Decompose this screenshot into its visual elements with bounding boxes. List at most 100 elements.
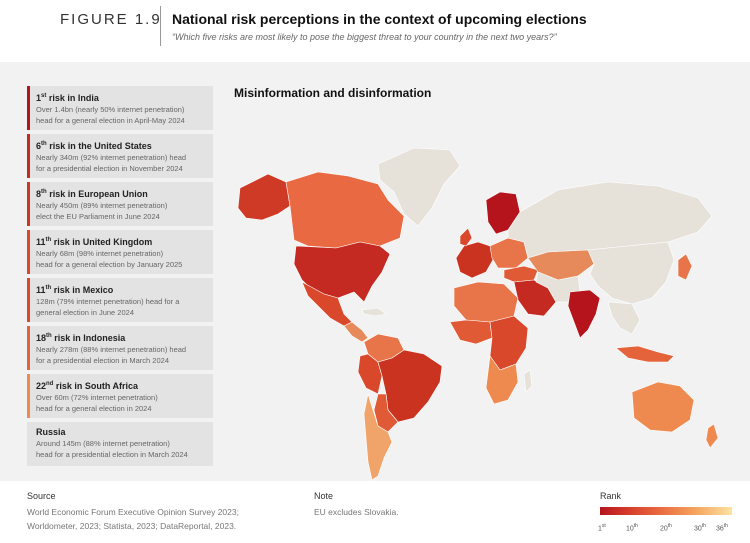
region-central-america <box>343 321 369 343</box>
risk-card-united-states: 6th risk in the United States Nearly 340… <box>27 134 213 178</box>
risk-desc-line: Over 60m (72% internet penetration) <box>36 393 158 402</box>
region-australia <box>631 381 695 433</box>
region-canada <box>285 171 405 249</box>
risk-prefix: risk in <box>46 93 78 103</box>
region-argentina <box>363 393 393 481</box>
region-north-africa <box>453 281 519 323</box>
risk-bar <box>27 182 30 226</box>
region-russia <box>507 181 713 259</box>
region-india <box>567 289 601 339</box>
region-alaska <box>237 173 291 221</box>
rank-color-scale <box>600 507 732 515</box>
region-west-africa <box>449 319 493 345</box>
figure-panel: 1st risk in India Over 1.4bn (nearly 50%… <box>0 62 750 543</box>
risk-country: South Africa <box>84 381 139 391</box>
figure-footer: Source World Economic Forum Executive Op… <box>0 481 750 543</box>
legend-tick: 1st <box>598 523 606 532</box>
risk-card-india: 1st risk in India Over 1.4bn (nearly 50%… <box>27 86 213 130</box>
note-heading: Note <box>314 491 334 501</box>
risk-country: Indonesia <box>83 333 126 343</box>
risk-country: India <box>77 93 99 103</box>
legend-tick-suffix: th <box>633 523 638 529</box>
region-greenland <box>377 147 461 227</box>
legend-tick: 36th <box>716 523 728 532</box>
risk-desc-line: for a presidential election in March 202… <box>36 356 169 365</box>
region-eastern-europe <box>489 237 529 269</box>
risk-title: 8th risk in European Union <box>36 187 207 200</box>
risk-prefix: risk in <box>51 285 83 295</box>
risk-desc-line: for a presidential election in November … <box>36 164 183 173</box>
risk-prefix: risk in <box>53 381 85 391</box>
risk-bar <box>27 86 30 130</box>
risk-title: 6th risk in the United States <box>36 139 207 152</box>
legend-tick-number: 20 <box>660 525 668 533</box>
legend-tick-suffix: th <box>701 523 706 529</box>
risk-rank: 1 <box>36 93 42 103</box>
legend-tick-suffix: th <box>667 523 672 529</box>
rank-suffix: nd <box>46 381 54 387</box>
risk-title: Russia <box>36 427 207 438</box>
region-caribbean <box>361 307 387 317</box>
risk-rank: 11 <box>36 285 46 295</box>
risk-country: Mexico <box>82 285 114 295</box>
figure-title: National risk perceptions in the context… <box>172 11 587 27</box>
risk-bar <box>27 422 30 466</box>
risk-rank: 8 <box>36 189 42 199</box>
source-line: Worldometer, 2023; Statista, 2023; DataR… <box>27 521 237 531</box>
risk-title: 11th risk in United Kingdom <box>36 235 207 248</box>
region-new-zealand <box>705 423 719 449</box>
risk-desc-line: head for a general election in 2024 <box>36 404 152 413</box>
region-turkey <box>503 265 539 283</box>
risk-desc-line: general election in June 2024 <box>36 308 134 317</box>
legend-tick: 20th <box>660 523 672 532</box>
risk-rank: 11 <box>36 237 46 247</box>
risk-desc-line: Nearly 278m (88% internet penetration) h… <box>36 345 187 354</box>
region-east-africa <box>489 315 529 371</box>
risk-desc-line: elect the EU Parliament in June 2024 <box>36 212 160 221</box>
region-western-europe <box>455 241 495 279</box>
figure-subtitle: “Which five risks are most likely to pos… <box>172 32 557 42</box>
legend-tick-suffix: st <box>601 523 606 529</box>
region-madagascar <box>523 369 533 393</box>
risk-desc-line: head for a general election in April-May… <box>36 116 185 125</box>
region-bolivia <box>373 393 399 433</box>
risk-list: 1st risk in India Over 1.4bn (nearly 50%… <box>27 86 213 470</box>
region-japan <box>677 253 693 281</box>
risk-title: 11th risk in Mexico <box>36 283 207 296</box>
rank-suffix: th <box>46 333 52 339</box>
region-south-africa <box>485 355 519 405</box>
risk-country: European Union <box>78 189 148 199</box>
risk-card-european-union: 8th risk in European Union Nearly 450m (… <box>27 182 213 226</box>
rank-suffix: th <box>41 141 47 147</box>
rank-suffix: th <box>45 237 52 243</box>
risk-prefix: risk in <box>51 237 83 247</box>
risk-title: 22nd risk in South Africa <box>36 379 207 392</box>
map-title: Misinformation and disinformation <box>234 86 432 100</box>
rank-suffix: st <box>41 93 47 99</box>
header-divider <box>160 6 161 46</box>
risk-card-united-kingdom: 11th risk in United Kingdom Nearly 68m (… <box>27 230 213 274</box>
risk-card-indonesia: 18th risk in Indonesia Nearly 278m (88% … <box>27 326 213 370</box>
risk-bar <box>27 374 30 418</box>
region-southeast-asia <box>607 301 641 335</box>
region-china <box>587 241 675 305</box>
risk-bar <box>27 230 30 274</box>
rank-suffix: th <box>45 285 52 291</box>
risk-desc-line: 128m (79% internet penetration) head for… <box>36 297 180 306</box>
rank-suffix: th <box>41 189 47 195</box>
risk-prefix: risk in <box>46 189 79 199</box>
note-text: EU excludes Slovakia. <box>314 507 399 517</box>
risk-prefix: risk in <box>51 333 84 343</box>
region-peru <box>357 353 383 395</box>
risk-card-russia: Russia Around 145m (88% internet penetra… <box>27 422 213 466</box>
risk-bar <box>27 278 30 322</box>
legend-tick-suffix: th <box>723 523 728 529</box>
legend-tick: 30th <box>694 523 706 532</box>
legend-tick-number: 30 <box>694 525 702 533</box>
legend-heading: Rank <box>600 491 622 501</box>
risk-desc-line: Around 145m (88% internet penetration) <box>36 439 170 448</box>
risk-rank: 22 <box>36 381 47 391</box>
legend-tick-number: 1 <box>598 525 602 533</box>
risk-rank: 18 <box>36 333 47 343</box>
risk-desc-line: Nearly 450m (89% internet penetration) <box>36 201 168 210</box>
